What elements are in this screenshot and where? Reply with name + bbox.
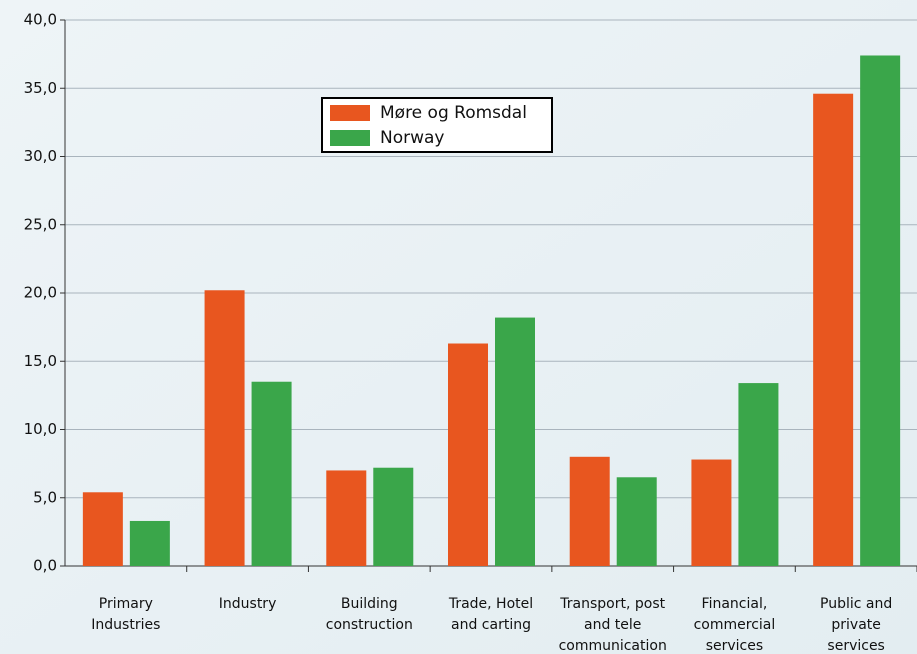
x-tick-label: Primary Industries bbox=[91, 596, 160, 633]
y-tick-label: 0,0 bbox=[33, 557, 57, 575]
x-tick-label: Transport, post and tele communication bbox=[559, 596, 667, 654]
bar bbox=[204, 290, 245, 566]
x-tick-label: Industry bbox=[219, 596, 277, 612]
bar bbox=[691, 459, 732, 566]
legend-swatch bbox=[330, 105, 370, 121]
y-tick-label: 10,0 bbox=[24, 420, 57, 438]
bar bbox=[813, 93, 854, 567]
y-tick-label: 20,0 bbox=[24, 284, 57, 302]
bar bbox=[616, 477, 657, 566]
x-tick-label: Financial, commercial services bbox=[694, 596, 776, 654]
y-tick-label: 35,0 bbox=[24, 79, 57, 97]
bar bbox=[448, 343, 488, 566]
bar bbox=[569, 456, 610, 566]
x-tick-label: Trade, Hotel and carting bbox=[448, 596, 533, 633]
legend-label: Møre og Romsdal bbox=[380, 103, 527, 123]
bar bbox=[738, 383, 779, 566]
bar bbox=[82, 492, 123, 566]
x-tick-label: Building construction bbox=[326, 596, 413, 633]
y-tick-label: 30,0 bbox=[24, 147, 57, 165]
bar bbox=[860, 55, 901, 567]
legend-swatch bbox=[330, 130, 370, 146]
x-tick-label: Public and private services bbox=[820, 596, 892, 654]
legend-label: Norway bbox=[380, 128, 445, 148]
y-tick-label: 5,0 bbox=[33, 488, 57, 506]
bar bbox=[373, 467, 414, 566]
y-tick-label: 25,0 bbox=[24, 215, 57, 233]
bar bbox=[326, 470, 367, 566]
bar bbox=[495, 317, 535, 566]
legend: Møre og Romsdal Norway bbox=[321, 97, 553, 153]
bar bbox=[251, 381, 292, 566]
y-tick-label: 15,0 bbox=[24, 352, 57, 370]
y-tick-label: 40,0 bbox=[24, 11, 57, 29]
bar bbox=[129, 520, 170, 566]
